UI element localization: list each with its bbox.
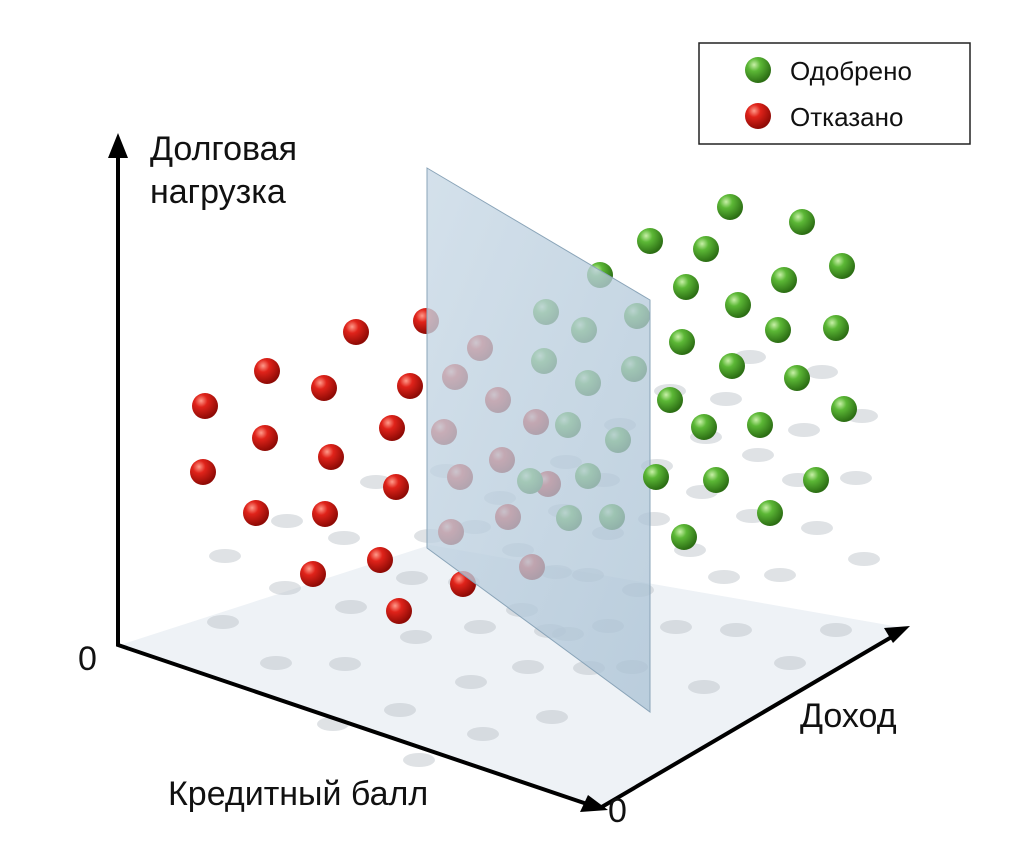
shadow bbox=[329, 657, 361, 671]
shadow bbox=[710, 392, 742, 406]
y-axis-label: нагрузка bbox=[150, 173, 286, 211]
shadow bbox=[335, 600, 367, 614]
shadow bbox=[209, 549, 241, 563]
approved-point bbox=[637, 228, 663, 254]
approved-point bbox=[789, 209, 815, 235]
rejected-point bbox=[383, 474, 409, 500]
legend-label: Отказано bbox=[790, 102, 903, 132]
approved-point bbox=[693, 236, 719, 262]
shadow bbox=[742, 448, 774, 462]
rejected-point bbox=[367, 547, 393, 573]
legend-label: Одобрено bbox=[790, 56, 912, 86]
rejected-point bbox=[190, 459, 216, 485]
shadow bbox=[788, 423, 820, 437]
approved-point bbox=[725, 292, 751, 318]
shadow bbox=[384, 703, 416, 717]
shadow bbox=[801, 521, 833, 535]
approved-point bbox=[643, 464, 669, 490]
axes bbox=[116, 150, 897, 810]
origin-label: 0 bbox=[608, 792, 627, 830]
rejected-point bbox=[318, 444, 344, 470]
rejected-point bbox=[386, 598, 412, 624]
rejected-point bbox=[300, 561, 326, 587]
shadow bbox=[720, 623, 752, 637]
shadow bbox=[403, 753, 435, 767]
approved-point bbox=[719, 353, 745, 379]
z-axis-label: Доход bbox=[800, 697, 897, 735]
approved-point bbox=[671, 524, 697, 550]
rejected-point bbox=[252, 425, 278, 451]
approved-point bbox=[823, 315, 849, 341]
shadow bbox=[660, 620, 692, 634]
shadow bbox=[269, 581, 301, 595]
rejected-point bbox=[254, 358, 280, 384]
shadow bbox=[820, 623, 852, 637]
approved-point bbox=[703, 467, 729, 493]
rejected-point bbox=[192, 393, 218, 419]
shadow bbox=[271, 514, 303, 528]
shadow bbox=[260, 656, 292, 670]
rejected-point bbox=[243, 500, 269, 526]
shadow bbox=[840, 471, 872, 485]
decision-plane bbox=[426, 167, 651, 713]
rejected-point bbox=[397, 373, 423, 399]
shadow bbox=[464, 620, 496, 634]
rejected-point bbox=[343, 319, 369, 345]
approved-point bbox=[803, 467, 829, 493]
approved-point bbox=[717, 194, 743, 220]
approved-point bbox=[747, 412, 773, 438]
legend-marker bbox=[745, 103, 771, 129]
approved-point bbox=[669, 329, 695, 355]
approved-point bbox=[829, 253, 855, 279]
arrow-x bbox=[580, 795, 608, 812]
approved-point bbox=[673, 274, 699, 300]
shadow bbox=[536, 710, 568, 724]
shadow bbox=[207, 615, 239, 629]
rejected-point bbox=[312, 501, 338, 527]
shadow bbox=[764, 568, 796, 582]
shadow bbox=[708, 570, 740, 584]
legend: Одобрено Отказано bbox=[698, 42, 971, 145]
approved-point bbox=[757, 500, 783, 526]
approved-point bbox=[657, 387, 683, 413]
approved-point bbox=[765, 317, 791, 343]
shadow bbox=[400, 630, 432, 644]
approved-point bbox=[784, 365, 810, 391]
rejected-point bbox=[379, 415, 405, 441]
origin-label: 0 bbox=[78, 640, 97, 678]
shadow bbox=[467, 727, 499, 741]
legend-marker bbox=[745, 57, 771, 83]
approved-point bbox=[831, 396, 857, 422]
shadow bbox=[396, 571, 428, 585]
rejected-point bbox=[311, 375, 337, 401]
arrow-z bbox=[884, 626, 910, 643]
legend-box bbox=[698, 42, 971, 145]
shadow bbox=[688, 680, 720, 694]
shadow bbox=[848, 552, 880, 566]
shadow bbox=[512, 660, 544, 674]
y-axis-label: Долговая bbox=[150, 130, 297, 168]
shadow bbox=[328, 531, 360, 545]
shadow bbox=[455, 675, 487, 689]
axis-lines bbox=[116, 150, 591, 807]
x-axis-label: Кредитный балл bbox=[168, 775, 428, 813]
arrow-y bbox=[108, 133, 128, 158]
approved-point bbox=[771, 267, 797, 293]
axis-income bbox=[598, 633, 897, 810]
shadow bbox=[774, 656, 806, 670]
approved-point bbox=[691, 414, 717, 440]
shadow bbox=[806, 365, 838, 379]
